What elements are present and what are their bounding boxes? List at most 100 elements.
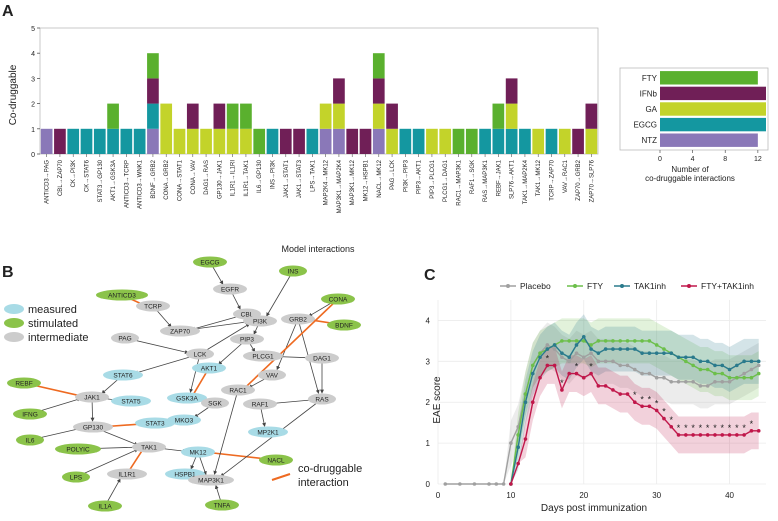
point-fty-tak1inh bbox=[640, 404, 644, 409]
y-tick-label-a: 3 bbox=[31, 76, 35, 83]
node-ras bbox=[308, 393, 336, 405]
category-label: BDNF→GRB2 bbox=[151, 159, 157, 198]
side-bar-label-ifnb: IFNb bbox=[640, 89, 658, 98]
node-label-gp130: GP130 bbox=[83, 425, 104, 432]
point-fty-tak1inh bbox=[509, 482, 513, 486]
node-label-polyic: POLYIC bbox=[66, 447, 90, 454]
point-fty bbox=[691, 363, 695, 368]
node-stat3 bbox=[135, 417, 175, 429]
category-label: IL1R1→IL1RI bbox=[231, 160, 237, 197]
significance-marker: * bbox=[684, 423, 688, 433]
node-label-jak1: JAK1 bbox=[84, 395, 100, 402]
horizontal-bar-chart: FTY IFNb GA EGCG NTZ 0 4 8 12 Number of co-drugg… bbox=[619, 67, 769, 183]
bar-ifnb-22 bbox=[333, 78, 345, 104]
node-label-hspb1: HSPB1 bbox=[174, 472, 196, 479]
point-fty bbox=[581, 339, 586, 343]
node-label-pi3k: PI3K bbox=[253, 319, 268, 326]
node-label-lps: LPS bbox=[70, 475, 83, 482]
side-bar-fty bbox=[660, 71, 758, 85]
point-fty-tak1inh bbox=[574, 371, 579, 376]
category-label: TAK1→MAP2K4 bbox=[523, 159, 529, 204]
node-label-egfr: EGFR bbox=[221, 287, 239, 294]
y-tick-label-c: 1 bbox=[426, 439, 431, 448]
category-label: CONA→VAV bbox=[191, 160, 197, 194]
category-label: ZAP70→SLP76 bbox=[589, 159, 595, 202]
point-placebo bbox=[720, 379, 725, 384]
point-fty bbox=[698, 367, 703, 372]
side-bar-ga bbox=[660, 102, 766, 116]
point-tak1inh bbox=[735, 363, 739, 368]
point-fty bbox=[756, 371, 761, 376]
point-placebo bbox=[611, 359, 615, 364]
point-tak1inh bbox=[516, 445, 520, 450]
node-sgk bbox=[201, 397, 229, 409]
point-tak1inh bbox=[662, 351, 666, 355]
bar-egcg-3 bbox=[80, 128, 93, 154]
node-label-bdnf: BDNF bbox=[335, 323, 353, 330]
node-ifng bbox=[13, 408, 47, 420]
significance-marker: * bbox=[699, 423, 703, 433]
bar-ga-39 bbox=[558, 128, 571, 154]
bar-ga-11 bbox=[186, 128, 199, 154]
bar-ifnb-1 bbox=[54, 128, 66, 154]
point-fty bbox=[705, 367, 710, 372]
node-pag bbox=[111, 332, 139, 344]
node-label-pip3: PIP3 bbox=[240, 337, 254, 344]
point-tak1inh bbox=[720, 363, 725, 368]
point-fty bbox=[640, 339, 644, 343]
point-fty-tak1inh bbox=[530, 400, 535, 405]
point-placebo bbox=[669, 379, 674, 384]
node-gp130 bbox=[73, 421, 113, 433]
point-fty-tak1inh bbox=[705, 433, 710, 437]
legend-stimulated-label: stimulated bbox=[28, 318, 78, 330]
category-label: CONA→STAT1 bbox=[178, 159, 184, 201]
legend-measured-label: measured bbox=[28, 304, 77, 316]
point-placebo bbox=[603, 359, 608, 364]
point-fty-tak1inh bbox=[560, 388, 564, 392]
bar-fty-8 bbox=[147, 53, 159, 79]
node-label-stat6: STAT6 bbox=[113, 373, 133, 380]
point-tak1inh bbox=[603, 347, 608, 351]
point-fty-tak1inh bbox=[611, 388, 615, 392]
point-fty bbox=[720, 371, 725, 376]
point-fty-tak1inh bbox=[581, 375, 586, 380]
point-fty bbox=[530, 363, 535, 368]
category-label: CONA→GRB2 bbox=[164, 159, 170, 199]
category-label: JAK1→STAT1 bbox=[284, 159, 290, 198]
point-placebo bbox=[581, 355, 586, 360]
y-tick-label-c: 4 bbox=[426, 316, 431, 325]
point-placebo bbox=[552, 347, 557, 351]
side-bar-ifnb bbox=[660, 86, 766, 101]
point-tak1inh bbox=[560, 351, 564, 355]
node-label-grb2: GRB2 bbox=[289, 317, 307, 324]
bar-egcg-38 bbox=[545, 128, 558, 154]
node-zap70 bbox=[160, 325, 200, 337]
significance-marker: * bbox=[655, 398, 659, 408]
y-axis-label-c: EAE score bbox=[432, 376, 443, 424]
point-placebo bbox=[713, 379, 717, 384]
point-tak1inh bbox=[756, 359, 761, 364]
point-tak1inh bbox=[574, 343, 579, 347]
bar-ga-15 bbox=[240, 128, 252, 154]
bar-ifnb-8 bbox=[147, 78, 159, 104]
significance-marker: * bbox=[669, 415, 673, 425]
point-fty bbox=[654, 343, 659, 347]
bar-ifnb-23 bbox=[346, 128, 359, 154]
point-fty-tak1inh bbox=[589, 371, 593, 376]
bar-fty-34 bbox=[492, 103, 505, 129]
legend-label-fty-tak1inh: FTY+TAK1inh bbox=[701, 281, 754, 291]
point-fty bbox=[735, 375, 739, 380]
bar-egcg-4 bbox=[93, 128, 106, 154]
category-label: MK12→HSPB1 bbox=[364, 159, 370, 201]
side-bar-label-egcg: EGCG bbox=[633, 121, 657, 130]
bar-ifnb-24 bbox=[359, 128, 372, 154]
category-label: PI3K→PIP3 bbox=[403, 159, 409, 192]
point-placebo bbox=[640, 371, 644, 376]
bar-ga-10 bbox=[173, 128, 186, 154]
category-label: MAP3K1→MK12 bbox=[350, 159, 356, 205]
bar-egcg-35 bbox=[505, 128, 518, 154]
bar-fty-16 bbox=[253, 128, 266, 154]
category-label: STAT3→GP130 bbox=[98, 159, 104, 202]
point-placebo bbox=[618, 363, 623, 368]
x-tick-label-a2: 0 bbox=[658, 156, 662, 163]
